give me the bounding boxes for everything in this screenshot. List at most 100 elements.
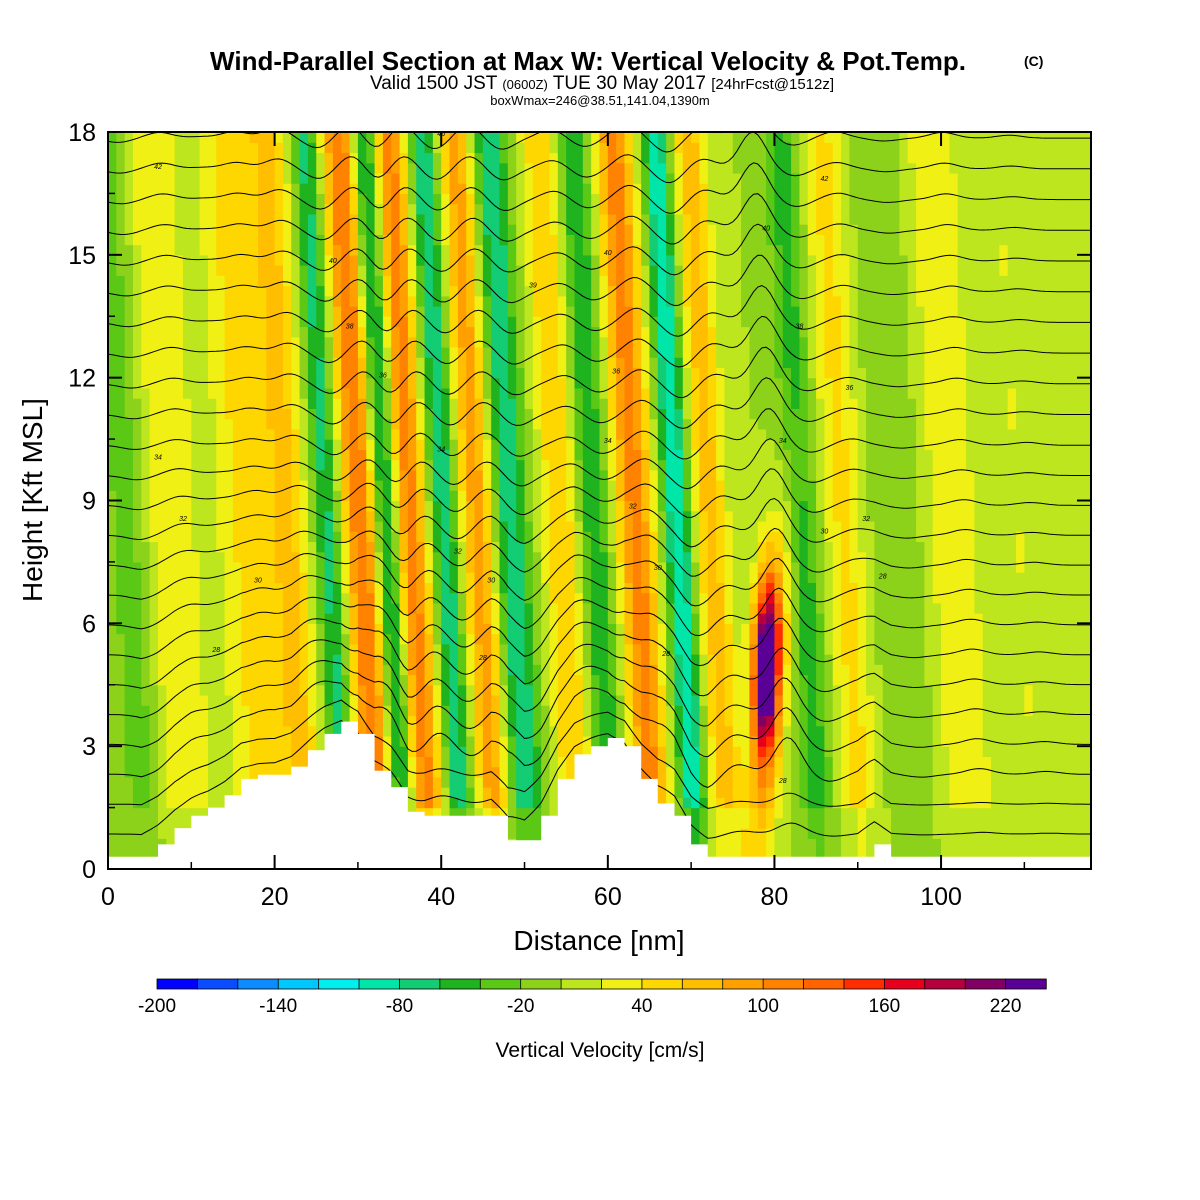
w-cell <box>441 162 451 174</box>
w-cell <box>149 295 159 307</box>
w-cell <box>266 490 276 502</box>
w-cell <box>108 654 117 665</box>
w-cell <box>116 684 126 696</box>
w-cell <box>382 162 392 174</box>
w-cell <box>199 306 209 317</box>
w-cell <box>366 275 376 287</box>
w-cell <box>549 776 559 788</box>
w-cell <box>441 520 451 532</box>
w-cell <box>132 132 142 143</box>
w-cell <box>532 326 542 338</box>
w-cell <box>307 674 317 686</box>
w-cell <box>124 367 134 379</box>
w-cell <box>132 357 142 369</box>
w-cell <box>407 418 417 430</box>
w-cell <box>607 244 617 256</box>
w-cell <box>407 561 417 573</box>
w-cell <box>316 490 326 502</box>
w-cell <box>666 367 676 379</box>
w-cell <box>132 193 142 205</box>
w-cell <box>474 490 484 502</box>
w-cell <box>207 398 217 409</box>
w-cell <box>616 244 626 256</box>
w-cell <box>132 602 142 614</box>
w-cell <box>249 520 259 532</box>
w-cell <box>366 469 376 481</box>
w-cell <box>474 162 484 174</box>
w-cell <box>416 172 426 184</box>
w-cell <box>466 725 476 737</box>
w-cell <box>457 541 467 553</box>
w-cell <box>499 357 509 369</box>
w-cell <box>124 172 134 184</box>
w-cell <box>199 643 209 655</box>
w-cell <box>624 152 634 164</box>
w-cell <box>649 142 659 154</box>
w-cell <box>282 541 292 553</box>
w-cell <box>391 183 401 195</box>
w-cell <box>591 694 601 706</box>
w-cell <box>108 664 117 676</box>
w-cell <box>541 142 551 154</box>
w-cell <box>382 674 392 686</box>
w-cell <box>407 449 417 461</box>
w-cell <box>674 428 684 440</box>
w-cell <box>141 132 151 143</box>
w-cell <box>657 224 667 235</box>
w-cell <box>566 643 576 655</box>
w-cell <box>216 715 226 727</box>
w-cell <box>357 664 367 676</box>
w-cell <box>499 275 509 287</box>
w-cell <box>282 152 292 164</box>
w-cell <box>657 367 667 379</box>
w-cell <box>108 459 117 471</box>
w-cell <box>224 572 234 583</box>
w-cell <box>382 398 392 409</box>
w-cell <box>374 592 384 604</box>
w-cell <box>566 602 576 614</box>
w-cell <box>391 776 401 788</box>
w-cell <box>499 439 509 450</box>
w-cell <box>182 592 192 604</box>
w-cell <box>624 449 634 461</box>
w-cell <box>582 408 592 420</box>
w-cell <box>108 346 117 358</box>
w-cell <box>482 132 492 143</box>
w-cell <box>116 387 126 399</box>
w-cell <box>532 306 542 317</box>
w-cell <box>516 377 526 389</box>
w-cell <box>541 336 551 348</box>
w-cell <box>108 469 117 481</box>
w-cell <box>307 561 317 573</box>
w-cell <box>191 776 201 788</box>
w-cell <box>549 336 559 348</box>
w-cell <box>582 142 592 154</box>
w-cell <box>157 828 167 839</box>
w-cell <box>674 459 684 471</box>
w-cell <box>524 776 534 788</box>
w-cell <box>457 582 467 594</box>
w-cell <box>432 183 442 195</box>
w-cell <box>241 602 251 614</box>
w-cell <box>524 306 534 317</box>
w-cell <box>632 295 642 307</box>
w-cell <box>574 306 584 317</box>
w-cell <box>482 582 492 594</box>
w-cell <box>216 572 226 583</box>
w-cell <box>249 428 259 440</box>
w-cell <box>666 776 676 788</box>
w-cell <box>616 316 626 328</box>
w-cell <box>641 715 651 727</box>
w-cell <box>299 306 309 317</box>
w-cell <box>582 469 592 481</box>
w-cell <box>216 357 226 369</box>
w-cell <box>316 142 326 154</box>
w-cell <box>341 295 351 307</box>
w-cell <box>241 162 251 174</box>
w-cell <box>532 224 542 235</box>
w-cell <box>607 674 617 686</box>
w-cell <box>157 582 167 594</box>
w-cell <box>457 756 467 768</box>
w-cell <box>132 408 142 420</box>
w-cell <box>207 428 217 440</box>
